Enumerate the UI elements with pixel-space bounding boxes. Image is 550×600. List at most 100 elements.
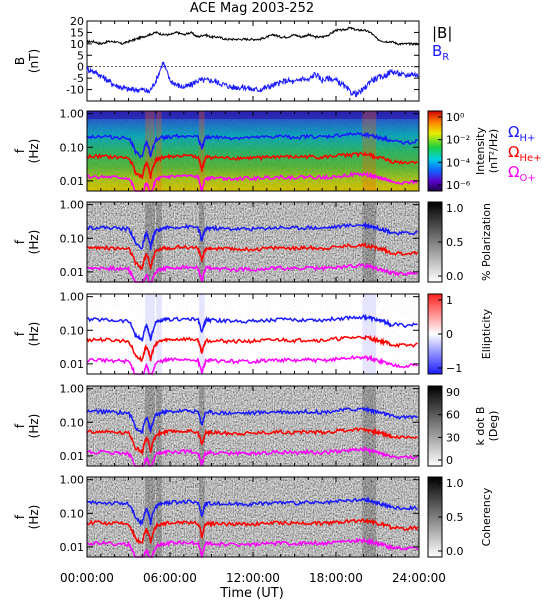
event-band	[362, 386, 377, 466]
colorbar	[427, 110, 443, 192]
freq-y-label: f	[13, 239, 27, 244]
h-plus-line	[86, 406, 418, 435]
freq-y-unit: (Hz)	[27, 414, 41, 439]
y-tick-label: 1.00	[60, 199, 85, 212]
event-band	[156, 386, 162, 466]
time-tick-label: 18:00:00	[309, 571, 363, 585]
event-band	[362, 477, 377, 557]
freq-y-unit: (Hz)	[27, 230, 41, 255]
y-tick-label: 1.00	[60, 383, 85, 396]
colorbar-tick-label: 10⁻²	[446, 134, 470, 147]
freq-y-unit: (Hz)	[27, 505, 41, 530]
y-tick-label: 1.00	[60, 474, 85, 487]
colorbar-label: Ellipticity	[480, 308, 493, 359]
y-tick-label: 0.10	[60, 416, 85, 429]
colorbar-tick-label: 0	[446, 328, 453, 341]
y-tick-label: 0.10	[60, 232, 85, 245]
field-y-label: B	[13, 57, 27, 65]
he-plus-line	[86, 517, 419, 545]
colorbar-tick-label: 0.0	[446, 270, 464, 283]
y-tick-label: 0.10	[60, 507, 85, 520]
time-axis: 00:00:00 06:00:00 12:00:00 18:00:00 24:00:00	[60, 571, 446, 585]
he-plus-line	[86, 241, 419, 272]
b-r-line	[86, 60, 419, 98]
y-tick-label: 0.01	[60, 266, 85, 279]
colorbar-tick-label: 30	[446, 431, 460, 444]
freq-y-label: f	[13, 331, 27, 336]
freq-y-unit: (Hz)	[27, 139, 41, 164]
colorbar-tick-label: 60	[446, 409, 460, 422]
colorbar-tick-label: 90	[446, 386, 460, 399]
colorbar-tick-label: 10⁰	[446, 111, 465, 124]
colorbar-unit: (Deg)	[487, 411, 500, 442]
time-tick-label: 06:00:00	[143, 571, 197, 585]
freq-y-unit: (Hz)	[27, 322, 41, 347]
y-tick-label: 0.10	[60, 141, 85, 154]
y-tick-label: 0.01	[60, 175, 85, 188]
colorbar-tick-label: 0.0	[446, 545, 464, 558]
colorbar-label: % Polarization	[480, 203, 493, 281]
legend-he-plus: ΩHe+	[508, 143, 542, 164]
he-plus-line	[86, 334, 418, 363]
event-band	[199, 202, 205, 282]
colorbar-label: Intensity	[474, 127, 487, 175]
ellipticity-panel: 1.00 0.10 0.01 f (Hz) 1 0 −1 Ellipticity	[13, 291, 493, 376]
time-axis-label: Time (UT)	[219, 586, 284, 600]
time-tick-label: 24:00:00	[392, 571, 446, 585]
b-total-line	[86, 26, 419, 47]
freq-y-label: f	[13, 514, 27, 519]
colorbar-unit: (nT²/Hz)	[487, 129, 500, 173]
y-tick-label: 15	[70, 26, 84, 39]
he-plus-line	[86, 151, 419, 180]
y-tick-label: 10	[70, 38, 84, 51]
colorbar-tick-label: 10⁻⁴	[446, 156, 471, 169]
colorbar	[427, 385, 443, 467]
colorbar-label: Coherency	[480, 487, 493, 546]
legend-o-plus: ΩO+	[508, 163, 536, 184]
y-tick-label: 0.01	[60, 358, 85, 371]
colorbar-tick-label: 1.0	[446, 202, 464, 215]
event-band	[362, 111, 377, 191]
event-band	[156, 294, 162, 374]
event-band	[362, 202, 377, 282]
legend-b-r: BR	[432, 42, 449, 63]
kdotb-panel: 1.00 0.10 0.01 f (Hz) 90 60 30 0 k dot B (Deg)	[13, 383, 500, 467]
y-tick-label: 0.10	[60, 324, 85, 337]
h-plus-line	[86, 496, 418, 528]
y-tick-label: 1.00	[60, 108, 85, 121]
power-panel: 1.00 0.10 0.01 f (Hz) 10⁰ 10⁻² 10⁻⁴ 10⁻⁶Intensit…	[13, 108, 500, 192]
time-tick-label: 12:00:00	[226, 571, 280, 585]
colorbar-tick-label: 1	[446, 294, 453, 307]
event-band	[199, 386, 205, 466]
field-y-unit: (nT)	[27, 49, 41, 73]
y-tick-label: -10	[66, 84, 84, 97]
y-tick-label: 20	[70, 15, 84, 28]
freq-y-label: f	[13, 423, 27, 428]
y-tick-label: 1.00	[60, 291, 85, 304]
polarization-panel: 1.00 0.10 0.01 f (Hz) 1.0 0.5 0.0 % Polarization	[13, 199, 493, 283]
h-plus-line	[86, 131, 418, 159]
legend-b-total: |B|	[432, 24, 452, 42]
event-band	[199, 294, 205, 374]
coherency-panel: 1.00 0.10 0.01 f (Hz) 1.0 0.5 0.0 Coherency	[13, 474, 493, 559]
event-band	[156, 202, 162, 282]
event-band	[362, 294, 377, 374]
colorbar-tick-label: 10⁻⁶	[446, 179, 471, 192]
y-tick-label: 0.01	[60, 541, 85, 554]
colorbar-tick-label: 0.5	[446, 511, 464, 524]
colorbar-tick-label: 0	[446, 454, 453, 467]
event-band	[199, 111, 205, 191]
y-tick-label: 5	[77, 49, 84, 62]
colorbar-tick-label: 0.5	[446, 236, 464, 249]
event-band	[156, 111, 162, 191]
y-tick-label: -5	[73, 72, 84, 85]
h-plus-line	[86, 221, 418, 251]
he-plus-line	[86, 427, 418, 456]
chart-title: ACE Mag 2003-252	[190, 1, 314, 16]
y-tick-label: 0	[77, 61, 84, 74]
legend-h-plus: ΩH+	[508, 123, 535, 144]
colorbar-tick-label: 1.0	[446, 477, 464, 490]
colorbar-label: k dot B	[474, 407, 487, 446]
y-tick-label: 0.01	[60, 450, 85, 463]
